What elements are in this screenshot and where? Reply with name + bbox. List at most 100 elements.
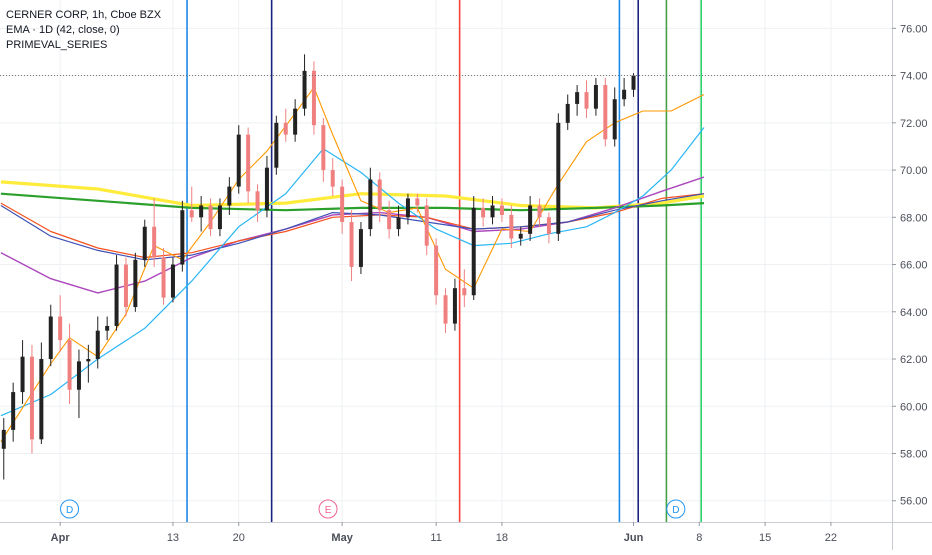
price-tick-label: 64.00: [900, 307, 928, 319]
symbol-title[interactable]: CERNER CORP, 1h, Cboe BZX: [6, 9, 162, 21]
chart-legend: CERNER CORP, 1h, Cboe BZX EMA · 1D (42, …: [6, 8, 161, 53]
price-tick-label: 62.00: [900, 354, 928, 366]
candle: [603, 77, 608, 147]
candle-body: [462, 288, 467, 296]
candle: [565, 94, 570, 130]
candle: [499, 198, 504, 223]
candle: [631, 73, 636, 97]
candle-body: [405, 198, 410, 218]
candle-body: [452, 288, 457, 324]
candle-body: [349, 222, 354, 267]
candle: [452, 278, 457, 331]
candle: [189, 186, 194, 223]
candle-body: [434, 245, 439, 296]
candle-body: [330, 170, 335, 187]
candle: [424, 198, 429, 256]
candle-body: [86, 359, 91, 362]
candle: [29, 344, 34, 454]
candle: [48, 304, 53, 367]
candle-body: [264, 167, 269, 211]
candle: [67, 323, 72, 404]
candle-body: [481, 207, 486, 218]
event-marker-label: E: [325, 505, 332, 516]
moving-average-line: [0, 127, 705, 417]
candle: [236, 125, 241, 194]
candle-body: [11, 392, 16, 430]
candle: [321, 118, 326, 182]
time-tick-label: 11: [430, 532, 441, 544]
candle: [377, 172, 382, 223]
candle: [123, 257, 128, 317]
candle: [274, 115, 279, 175]
candle: [227, 177, 232, 215]
candle: [311, 61, 316, 135]
candle-body: [39, 359, 44, 440]
candle: [161, 248, 166, 305]
time-tick-label: 18: [496, 532, 508, 544]
candle: [1, 418, 6, 480]
candle: [283, 108, 288, 142]
candle-body: [58, 316, 63, 341]
candle-body: [622, 89, 627, 100]
candle: [180, 200, 185, 272]
price-tick-label: 72.00: [900, 118, 928, 130]
candle-body: [575, 92, 580, 104]
time-tick-label: Apr: [51, 532, 71, 544]
candle-body: [387, 210, 392, 230]
candle-body: [95, 330, 100, 360]
candle-body: [283, 122, 288, 135]
candle-body: [217, 205, 222, 230]
candle-body: [593, 85, 598, 109]
candle-body: [133, 259, 138, 308]
event-marker-label: D: [66, 505, 73, 516]
price-axis[interactable]: 56.00 58.00 60.00 62.00 64.00 66.00 68.00 70.00…: [892, 0, 928, 550]
time-tick-label: 8: [696, 532, 702, 544]
price-tick-label: 56.00: [900, 496, 928, 508]
moving-averages: [0, 86, 705, 442]
candle-body: [537, 205, 542, 218]
candle-body: [584, 92, 589, 109]
event-lines: [186, 0, 702, 522]
candle-body: [199, 205, 204, 218]
candle-body: [556, 122, 561, 234]
event-marker[interactable]: E: [318, 499, 338, 519]
candle-body: [161, 257, 166, 298]
time-tick-label: 15: [759, 532, 771, 544]
event-marker[interactable]: D: [666, 499, 686, 519]
time-tick-label: 13: [167, 532, 179, 544]
candle-body: [509, 214, 514, 239]
candle: [86, 344, 91, 383]
candle-body: [311, 70, 316, 126]
candle: [302, 54, 307, 116]
candle-body: [471, 207, 476, 296]
candle-body: [424, 205, 429, 246]
price-tick-label: 70.00: [900, 165, 928, 177]
candle: [246, 127, 251, 204]
candle-body: [48, 316, 53, 360]
price-tick-label: 68.00: [900, 212, 928, 224]
candle: [170, 257, 175, 303]
time-tick-label: Jun: [624, 532, 644, 544]
candle: [575, 85, 580, 116]
series-label[interactable]: PRIMEVAL_SERIES: [6, 39, 108, 51]
candle: [264, 155, 269, 218]
time-axis[interactable]: Apr 13 20 May 11 18 Jun 8 15 22: [0, 522, 932, 544]
candle: [509, 205, 514, 249]
candle-body: [274, 122, 279, 168]
candle-body: [236, 134, 241, 187]
event-marker[interactable]: D: [60, 499, 80, 519]
indicator-label[interactable]: EMA · 1D (42, close, 0): [6, 24, 120, 36]
candle-body: [302, 70, 307, 109]
candle: [39, 342, 44, 445]
candle: [58, 295, 63, 352]
candle-body: [189, 210, 194, 218]
candle: [471, 196, 476, 300]
candle-body: [358, 229, 363, 267]
candle-body: [631, 75, 636, 90]
candle: [387, 200, 392, 239]
candle-body: [490, 205, 495, 218]
candle: [518, 226, 523, 246]
candle: [490, 196, 495, 225]
